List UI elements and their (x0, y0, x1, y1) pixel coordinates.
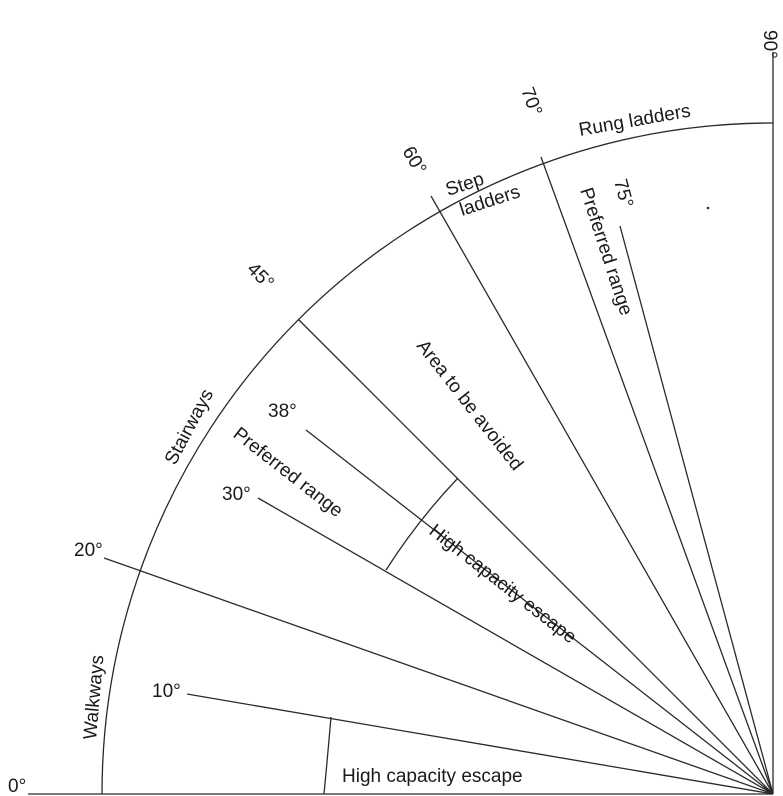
zone-label-preferred-range-stairs: Preferred range (229, 423, 347, 521)
angle-label-20: 20° (74, 540, 103, 561)
angle-label-38: 38° (268, 401, 297, 422)
angle-label-70: 70° (516, 85, 546, 119)
angle-label-30: 30° (222, 484, 251, 505)
zone-label-stairways: Stairways (161, 386, 218, 469)
zone-label-rung-ladders: Rung ladders (577, 101, 692, 141)
zone-label-area-to-be-avoided: Area to be avoided (412, 336, 527, 475)
angle-label-0: 0° (8, 776, 26, 796)
stray-dot (706, 206, 710, 210)
angle-label-90: 90° (759, 30, 780, 59)
inner-arc-low-escape (323, 716, 332, 795)
angle-label-10: 10° (152, 681, 181, 702)
angle-label-75: 75° (609, 177, 637, 210)
ray-45-deg (297, 318, 774, 795)
angle-label-60: 60° (398, 143, 431, 178)
ray-75-deg (619, 225, 774, 795)
angle-label-45: 45° (242, 259, 277, 294)
ray-30-deg (257, 497, 774, 795)
ray-70-deg (540, 156, 774, 795)
ray-60-deg (430, 195, 774, 795)
ray-20-deg (103, 557, 774, 795)
zone-label-walkways: Walkways (80, 654, 108, 740)
zone-label-high-capacity-escape-low: High capacity escape (342, 766, 523, 787)
zone-label-high-capacity-escape-mid: High capacity escape (425, 520, 580, 648)
ray-38-deg (305, 429, 774, 795)
ray-10-deg (186, 693, 774, 795)
inner-arc-high-escape (385, 477, 459, 571)
